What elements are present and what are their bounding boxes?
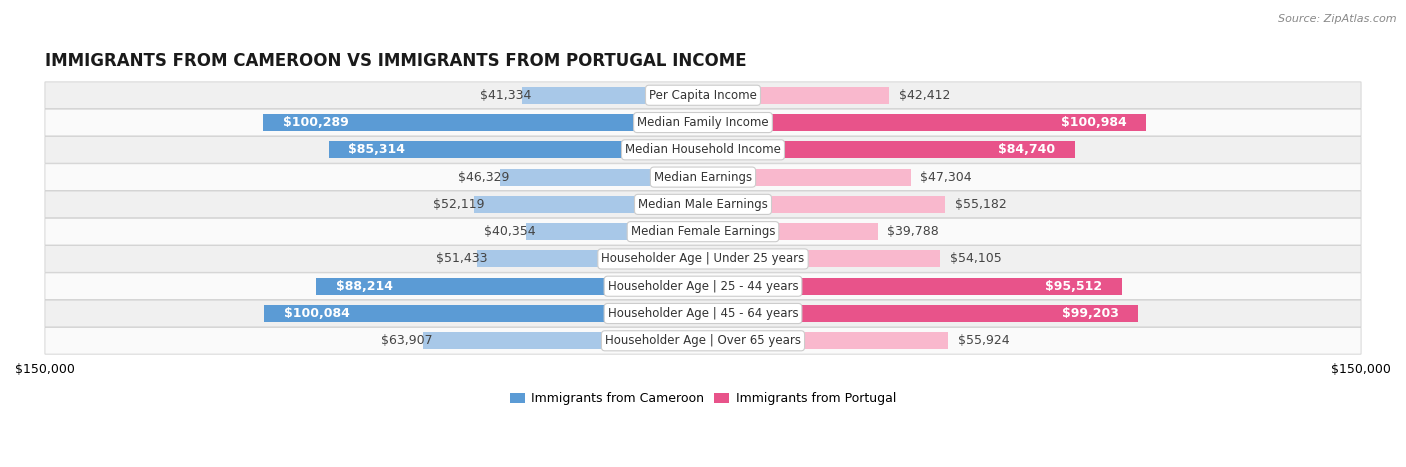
Text: Median Female Earnings: Median Female Earnings — [631, 225, 775, 238]
Text: Per Capita Income: Per Capita Income — [650, 89, 756, 102]
Text: $55,182: $55,182 — [955, 198, 1007, 211]
Text: $100,984: $100,984 — [1060, 116, 1126, 129]
Text: Householder Age | 45 - 64 years: Householder Age | 45 - 64 years — [607, 307, 799, 320]
Bar — [703, 142, 1074, 158]
FancyBboxPatch shape — [45, 191, 1361, 218]
Text: $40,354: $40,354 — [484, 225, 536, 238]
Text: Householder Age | Under 25 years: Householder Age | Under 25 years — [602, 253, 804, 265]
FancyBboxPatch shape — [45, 246, 1361, 272]
Bar — [703, 333, 948, 349]
Bar — [703, 169, 911, 185]
Bar — [316, 278, 703, 295]
Bar — [264, 305, 703, 322]
FancyBboxPatch shape — [45, 218, 1361, 245]
Bar — [478, 250, 703, 268]
Text: $100,289: $100,289 — [283, 116, 349, 129]
Bar — [526, 223, 703, 240]
Text: $41,334: $41,334 — [481, 89, 531, 102]
Bar — [703, 196, 945, 213]
Text: $95,512: $95,512 — [1045, 280, 1102, 293]
Bar — [263, 114, 703, 131]
Text: Median Family Income: Median Family Income — [637, 116, 769, 129]
FancyBboxPatch shape — [45, 136, 1361, 163]
Text: Median Male Earnings: Median Male Earnings — [638, 198, 768, 211]
Text: Source: ZipAtlas.com: Source: ZipAtlas.com — [1278, 14, 1396, 24]
Text: Median Household Income: Median Household Income — [626, 143, 780, 156]
Bar — [522, 87, 703, 104]
Text: IMMIGRANTS FROM CAMEROON VS IMMIGRANTS FROM PORTUGAL INCOME: IMMIGRANTS FROM CAMEROON VS IMMIGRANTS F… — [45, 52, 747, 71]
Text: $52,119: $52,119 — [433, 198, 484, 211]
Bar — [703, 278, 1122, 295]
Bar — [703, 87, 889, 104]
Bar — [703, 250, 941, 268]
Bar — [703, 223, 877, 240]
FancyBboxPatch shape — [45, 273, 1361, 300]
Text: $46,329: $46,329 — [458, 170, 509, 184]
Text: Median Earnings: Median Earnings — [654, 170, 752, 184]
Text: Householder Age | 25 - 44 years: Householder Age | 25 - 44 years — [607, 280, 799, 293]
Text: $42,412: $42,412 — [898, 89, 950, 102]
Text: Householder Age | Over 65 years: Householder Age | Over 65 years — [605, 334, 801, 347]
FancyBboxPatch shape — [45, 109, 1361, 136]
Bar — [499, 169, 703, 185]
FancyBboxPatch shape — [45, 82, 1361, 109]
Text: $55,924: $55,924 — [959, 334, 1010, 347]
Bar — [703, 114, 1146, 131]
Bar — [703, 305, 1139, 322]
Bar — [474, 196, 703, 213]
Text: $63,907: $63,907 — [381, 334, 433, 347]
Text: $88,214: $88,214 — [336, 280, 392, 293]
Legend: Immigrants from Cameroon, Immigrants from Portugal: Immigrants from Cameroon, Immigrants fro… — [505, 387, 901, 410]
Bar — [423, 333, 703, 349]
Text: $100,084: $100,084 — [284, 307, 350, 320]
FancyBboxPatch shape — [45, 164, 1361, 191]
FancyBboxPatch shape — [45, 300, 1361, 327]
Text: $51,433: $51,433 — [436, 253, 488, 265]
Text: $85,314: $85,314 — [349, 143, 405, 156]
Bar — [329, 142, 703, 158]
FancyBboxPatch shape — [45, 327, 1361, 354]
Text: $39,788: $39,788 — [887, 225, 939, 238]
Text: $54,105: $54,105 — [950, 253, 1002, 265]
Text: $84,740: $84,740 — [998, 143, 1054, 156]
Text: $47,304: $47,304 — [921, 170, 972, 184]
Text: $99,203: $99,203 — [1062, 307, 1118, 320]
